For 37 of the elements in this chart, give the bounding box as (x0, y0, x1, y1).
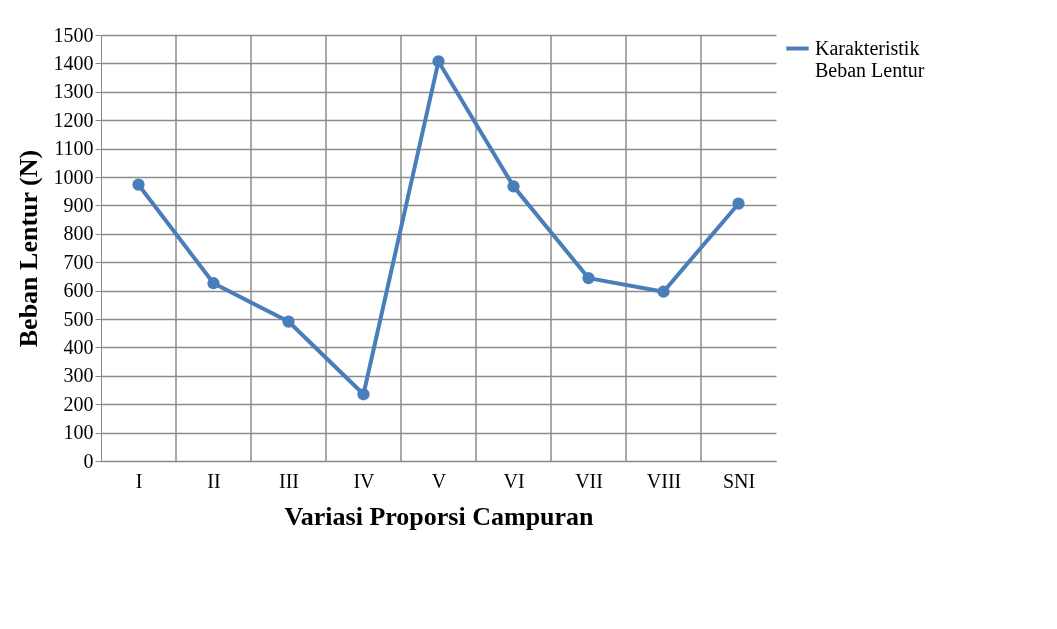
y-tick-label: 300 (63, 364, 94, 387)
x-tick-label: VII (575, 469, 603, 492)
y-tick-label: 200 (63, 392, 94, 415)
y-tick-label: 100 (63, 421, 94, 444)
x-tick-label: IV (353, 469, 376, 492)
y-tick-label: 0 (83, 449, 94, 472)
x-tick-label: II (207, 469, 221, 492)
point (582, 271, 595, 285)
point (432, 55, 445, 68)
x-axis-title: Variasi Proporsi Campuran (284, 501, 595, 531)
y-tick-label: 800 (63, 222, 94, 245)
x-tick-label: VI (503, 469, 525, 492)
y-tick-label: 1400 (53, 51, 94, 74)
point (282, 315, 295, 328)
y-tick-label: 1200 (53, 108, 94, 131)
y-tick-label: 900 (63, 193, 94, 216)
y-tick-label: 1100 (54, 137, 94, 160)
y-tick-label: 400 (63, 335, 94, 358)
y-tick-label: 1300 (53, 80, 94, 103)
y-tick-label: 600 (63, 279, 94, 302)
legend-label: Karakteristik Beban Lentur (815, 36, 925, 81)
point (207, 277, 220, 290)
point (357, 388, 370, 401)
x-tick-label: I (135, 469, 143, 492)
y-tick-label: 500 (63, 307, 94, 330)
point (657, 285, 670, 298)
x-tick-label: III (279, 469, 299, 492)
x-tick-label: VIII (646, 469, 682, 492)
y-tick-label: 1000 (53, 165, 94, 188)
point (732, 197, 745, 210)
point (507, 180, 520, 193)
y-axis-title: Beban Lentur (N) (13, 149, 43, 348)
x-tick-label: SNI (722, 469, 756, 492)
y-tick-label: 1500 (53, 23, 94, 46)
point (132, 178, 145, 191)
y-tick-label: 700 (63, 250, 94, 273)
x-tick-label: V (431, 469, 447, 492)
